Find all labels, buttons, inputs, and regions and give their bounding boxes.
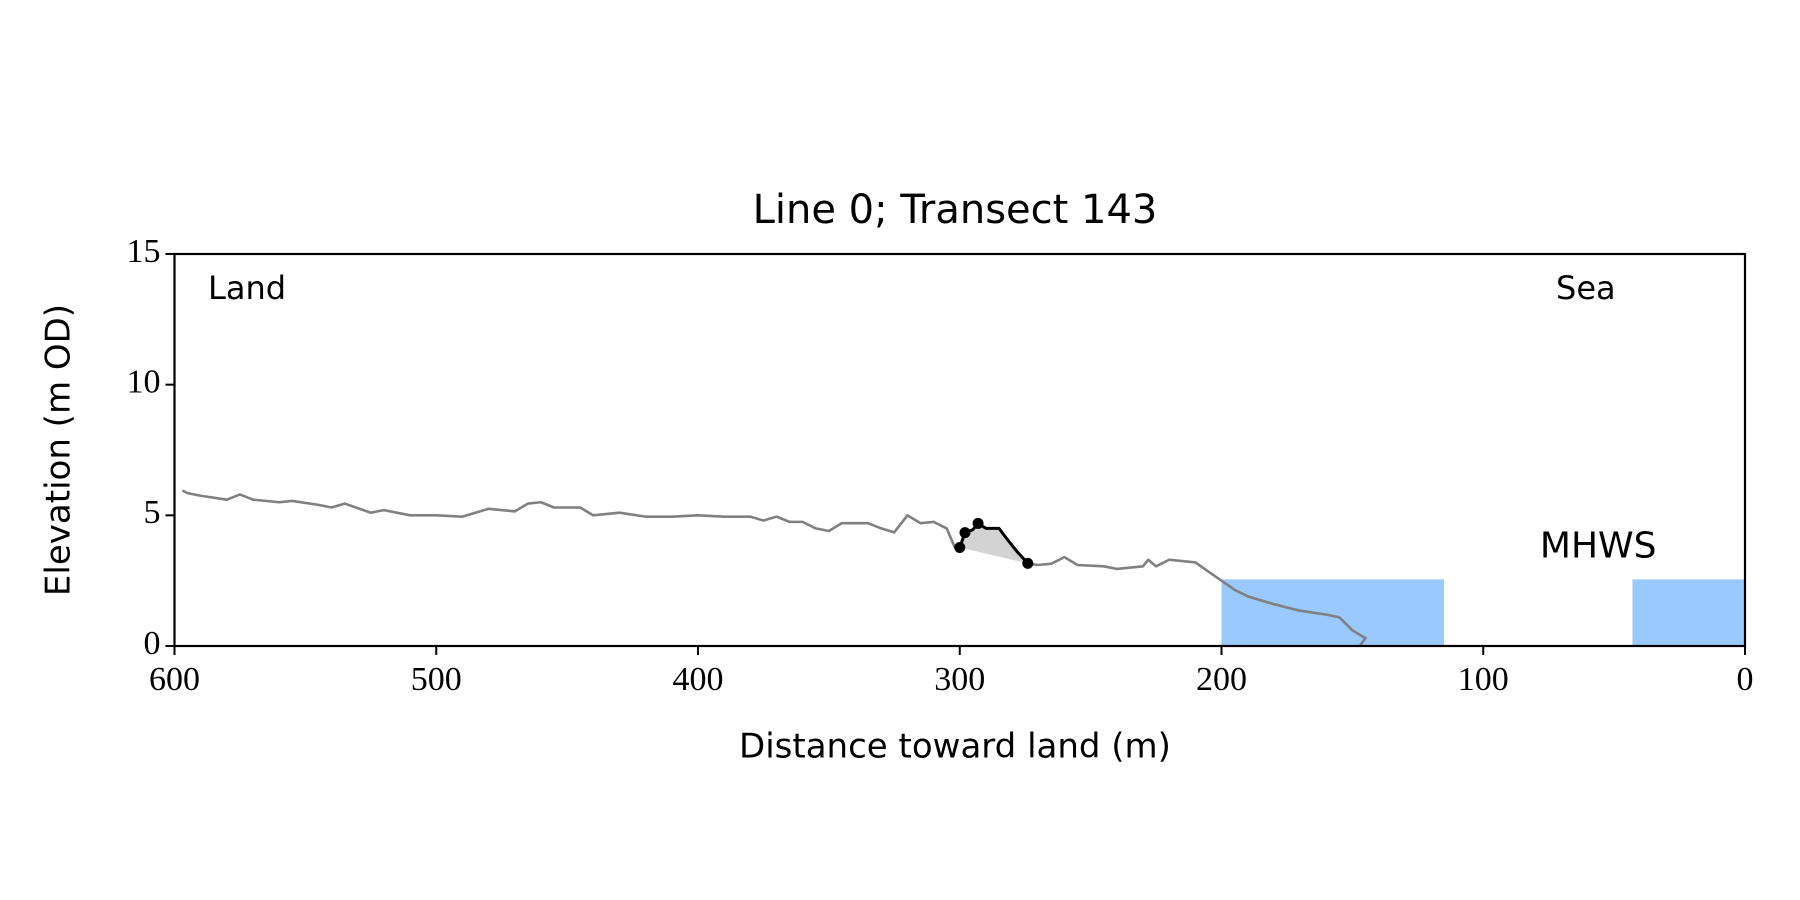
y-tick-label: 5 [144,494,161,531]
y-tick-label: 15 [127,233,161,270]
x-axis-label: Distance toward land (m) [739,727,1171,767]
y-tick-label: 0 [144,625,161,662]
profile-line [181,489,1367,646]
land-label: Land [208,269,286,307]
x-tick-label: 100 [1458,661,1509,698]
mhws-band [1632,579,1745,646]
x-tick-label: 200 [1196,661,1247,698]
dune-marker [1022,557,1034,569]
mhws-band [1221,579,1444,646]
x-tick-label: 0 [1737,661,1754,698]
x-tick-label: 300 [934,661,985,698]
mhws-label: MHWS [1540,525,1657,566]
sea-label: Sea [1556,269,1616,307]
x-tick-label: 400 [673,661,724,698]
dune-marker [954,541,966,553]
dune-marker [972,517,984,529]
y-tick-label: 10 [127,363,161,400]
x-tick-label: 500 [411,661,462,698]
y-axis-label: Elevation (m OD) [39,304,79,596]
dune-area [959,523,1028,564]
chart-title: Line 0; Transect 143 [753,187,1158,233]
dune-marker [959,527,971,539]
x-tick-label: 600 [149,661,200,698]
plot-frame [173,252,1747,648]
